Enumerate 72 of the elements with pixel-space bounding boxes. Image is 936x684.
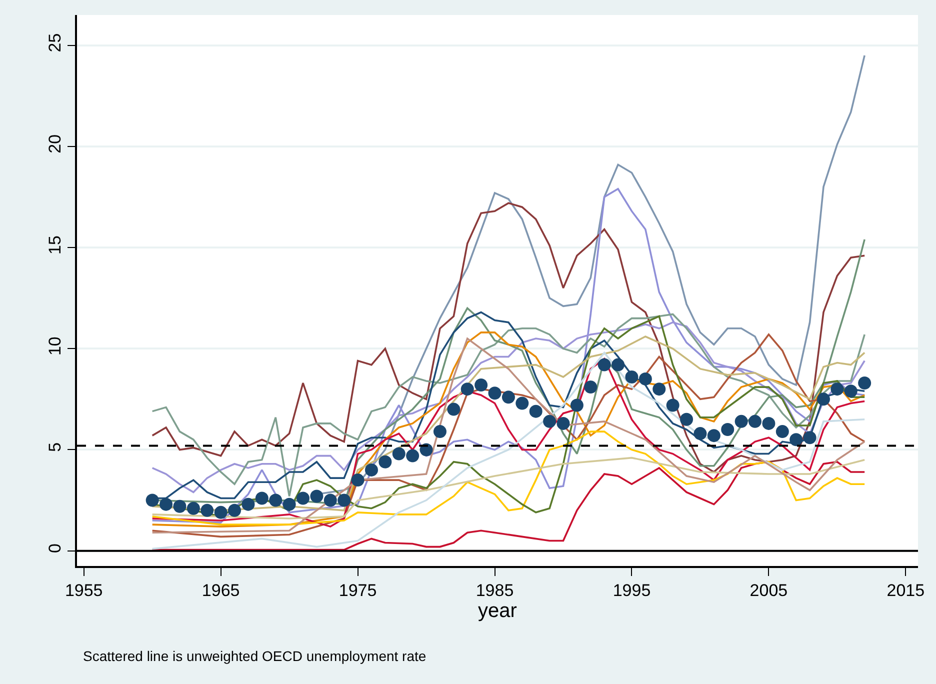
y-tick-label: 0 — [45, 544, 64, 554]
point — [638, 372, 652, 386]
point — [378, 455, 392, 468]
point — [543, 414, 556, 428]
point — [296, 492, 310, 505]
point — [447, 402, 460, 416]
point — [556, 416, 570, 430]
point — [282, 498, 296, 511]
point — [858, 376, 872, 390]
point — [338, 494, 351, 507]
point — [790, 433, 803, 446]
y-tick-label: 15 — [45, 236, 64, 254]
point — [776, 425, 789, 438]
point — [200, 504, 214, 517]
line-series — [151, 456, 866, 520]
point — [721, 423, 734, 436]
y-tick-label: 20 — [45, 134, 64, 154]
x-tick-label: 2005 — [750, 581, 788, 600]
y-tick-label: 25 — [45, 33, 64, 52]
point — [570, 398, 584, 412]
point — [173, 500, 186, 513]
point — [652, 382, 666, 396]
x-tick-label: 1955 — [64, 581, 103, 600]
x-axis-title: year — [478, 600, 518, 622]
y-tick-label: 5 — [45, 442, 64, 452]
point — [844, 384, 858, 398]
point — [529, 404, 542, 418]
y-tick-label: 10 — [45, 336, 64, 356]
point — [816, 392, 830, 406]
x-tick-label: 1995 — [612, 581, 651, 600]
line-series — [151, 430, 866, 526]
point — [598, 358, 611, 372]
point — [502, 390, 515, 404]
line-series — [151, 202, 866, 473]
point — [516, 396, 529, 410]
point — [625, 370, 638, 384]
point — [351, 474, 364, 487]
text: Scattered line is unweighted OECD unemployment rate — [83, 648, 426, 664]
point — [474, 378, 488, 392]
point — [406, 449, 420, 462]
x-tick-label: 1965 — [202, 581, 240, 600]
point — [214, 506, 228, 519]
point — [762, 416, 776, 430]
x-tick-label: 1985 — [476, 581, 514, 600]
point — [364, 463, 378, 476]
point — [242, 498, 255, 511]
line-series — [151, 188, 866, 524]
point — [310, 490, 324, 503]
x-tick-label: 1975 — [338, 581, 377, 600]
point — [803, 431, 816, 444]
point — [707, 429, 720, 442]
point — [146, 494, 159, 507]
point — [612, 358, 625, 372]
point — [694, 427, 707, 440]
point — [228, 504, 242, 517]
x-tick-label: 2015 — [886, 581, 925, 600]
point — [666, 398, 680, 412]
point — [160, 498, 173, 511]
point — [186, 502, 200, 515]
point — [269, 494, 282, 507]
point — [255, 492, 268, 505]
point — [433, 425, 446, 438]
point — [734, 414, 748, 428]
point — [584, 380, 598, 394]
point — [460, 382, 474, 396]
line-series — [151, 460, 866, 551]
point — [680, 412, 694, 426]
point — [488, 386, 502, 400]
point — [748, 414, 762, 428]
point — [392, 447, 406, 460]
point — [324, 494, 337, 507]
point — [830, 382, 844, 396]
